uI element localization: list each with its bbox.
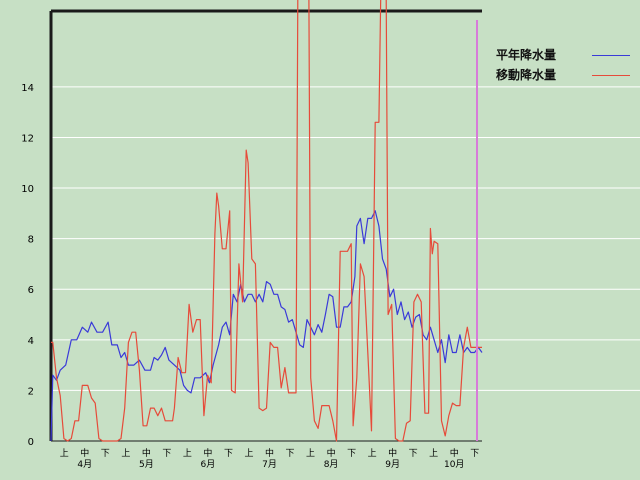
x-period-label: 下 (409, 449, 418, 459)
x-period-label: 下 (347, 449, 356, 459)
x-period-label: 上 (368, 448, 377, 459)
legend-swatch-normal (592, 55, 630, 56)
y-tick-label-2: 2 (28, 386, 34, 397)
y-tick-label-14: 14 (21, 83, 34, 94)
legend-label-normal: 平年降水量 (496, 48, 557, 62)
x-period-label: 中 (450, 447, 459, 459)
y-tick-label-8: 8 (28, 235, 34, 246)
legend-swatch-moving (592, 75, 630, 76)
x-tick-labels: 上中下4月上中下5月上中下6月上中下7月上中下8月上中下9月上中下10月 (60, 447, 479, 470)
x-month-label-9: 9月 (385, 459, 400, 470)
series-layer (50, 0, 483, 442)
x-period-label: 下 (286, 449, 295, 459)
x-period-label: 下 (470, 449, 479, 459)
y-tick-label-4: 4 (28, 336, 34, 347)
x-period-label: 中 (203, 447, 212, 459)
y-tick-label-12: 12 (21, 133, 34, 144)
x-period-label: 中 (80, 447, 89, 459)
y-tick-labels: 0 2 4 6 8 10 12 14 (21, 83, 34, 448)
legend-label-moving: 移動降水量 (496, 68, 557, 82)
x-period-label: 上 (121, 448, 130, 459)
axes (49, 9, 482, 442)
x-period-label: 下 (224, 449, 233, 459)
x-month-label-10: 10月 (444, 459, 464, 470)
x-period-label: 下 (101, 449, 110, 459)
x-month-label-6: 6月 (201, 459, 216, 470)
y-tick-label-6: 6 (28, 285, 34, 296)
y-tick-label-0: 0 (28, 437, 34, 448)
series-line-1 (51, 0, 482, 442)
y-tick-label-10: 10 (21, 184, 34, 195)
x-period-label: 上 (306, 448, 315, 459)
x-period-label: 上 (60, 448, 69, 459)
x-month-label-7: 7月 (262, 459, 277, 470)
x-period-label: 上 (183, 448, 192, 459)
x-month-label-8: 8月 (324, 459, 339, 470)
grid (51, 86, 640, 391)
x-period-label: 中 (388, 447, 397, 459)
x-month-label-4: 4月 (77, 459, 92, 470)
series-line-0 (50, 210, 483, 442)
legend-item-moving: 移動降水量 (496, 66, 630, 86)
legend-item-normal: 平年降水量 (496, 46, 630, 66)
x-period-label: 中 (265, 447, 274, 459)
x-period-label: 上 (244, 448, 253, 459)
x-period-label: 上 (429, 448, 438, 459)
x-period-label: 下 (162, 449, 171, 459)
legend: 平年降水量 移動降水量 (496, 46, 630, 86)
x-period-label: 中 (142, 447, 151, 459)
x-month-label-5: 5月 (139, 459, 154, 470)
x-period-label: 中 (327, 447, 336, 459)
